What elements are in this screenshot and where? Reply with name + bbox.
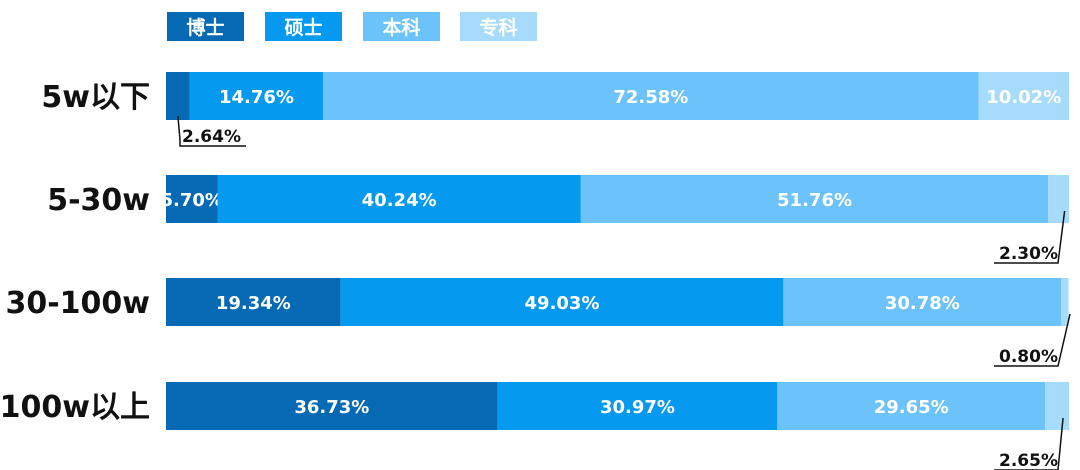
bar-value-label: 36.73% (294, 397, 369, 418)
legend-item-phd: 博士 (167, 12, 244, 41)
bar-segment (777, 382, 1046, 430)
legend-item-master: 硕士 (265, 12, 342, 41)
bar-segment (166, 175, 218, 223)
bar-segment (189, 72, 324, 120)
callout-value-label: 2.64% (182, 127, 241, 147)
callout-leader-line (994, 313, 1071, 367)
bar-value-label: 30.97% (600, 397, 675, 418)
callout-leader-line (177, 115, 246, 147)
bar-segment (497, 382, 778, 430)
bar-segment (1045, 382, 1069, 430)
bar-segment (580, 175, 1049, 223)
bar-value-label: 5.70% (161, 190, 223, 211)
bar-segment (166, 278, 341, 326)
legend-item-associate: 专科 (460, 12, 537, 41)
bar-value-label: 40.24% (362, 190, 437, 211)
bar-value-label: 51.76% (777, 190, 852, 211)
bar-segment (978, 72, 1069, 120)
bar-value-label: 10.02% (986, 87, 1061, 108)
bar-segment (217, 175, 581, 223)
bar-segment (1061, 278, 1069, 326)
callout-leader-line (994, 417, 1064, 470)
category-label: 30-100w (5, 286, 150, 321)
callout-value-label: 2.30% (999, 244, 1058, 264)
bar-segment (783, 278, 1062, 326)
bar-segment (323, 72, 979, 120)
category-label: 5w以下 (41, 80, 150, 115)
bar-value-label: 29.65% (874, 397, 949, 418)
bar-value-label: 14.76% (219, 87, 294, 108)
bar-segment (166, 382, 498, 430)
bar-value-label: 72.58% (613, 87, 688, 108)
category-label: 100w以上 (0, 390, 150, 425)
legend-item-bachelor: 本科 (363, 12, 440, 41)
bar-value-label: 49.03% (525, 293, 600, 314)
category-label: 5-30w (47, 183, 150, 218)
bar-value-label: 30.78% (885, 293, 960, 314)
bar-value-label: 19.34% (216, 293, 291, 314)
callout-leader-line (994, 210, 1066, 264)
callout-value-label: 2.65% (999, 451, 1058, 470)
bar-segment (1048, 175, 1069, 223)
bar-segment (340, 278, 784, 326)
callout-value-label: 0.80% (999, 347, 1058, 367)
bar-segment (166, 72, 190, 120)
